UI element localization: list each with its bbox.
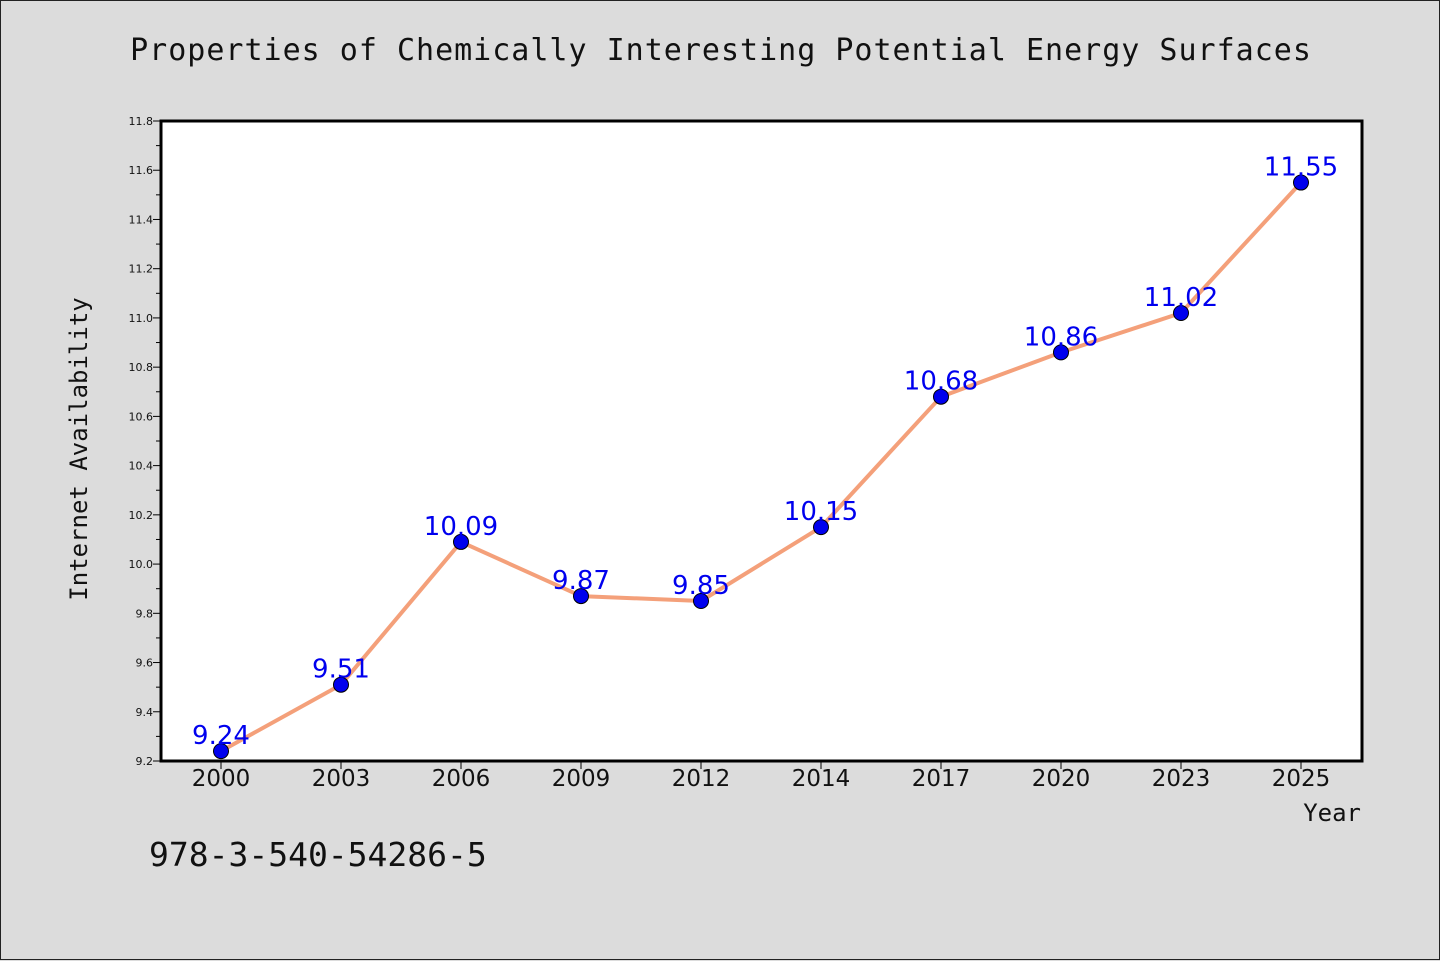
x-tick-label: 2025 bbox=[1272, 766, 1331, 792]
y-tick-label: 9.8 bbox=[136, 607, 154, 620]
data-point bbox=[693, 593, 709, 609]
data-label: 9.51 bbox=[312, 655, 370, 685]
x-tick-label: 2017 bbox=[912, 766, 971, 792]
data-label: 10.09 bbox=[424, 512, 498, 542]
x-tick-label: 2020 bbox=[1032, 766, 1091, 792]
y-tick-label: 11.0 bbox=[129, 312, 154, 325]
data-label: 9.24 bbox=[192, 721, 250, 751]
data-label: 10.68 bbox=[904, 367, 978, 397]
data-point bbox=[1053, 344, 1069, 361]
x-axis: 2000 2003 2006 2009 2012 2014 2017 2020 2023 2025 bbox=[192, 761, 1331, 792]
data-points bbox=[213, 174, 1309, 760]
data-point bbox=[813, 519, 829, 536]
data-point bbox=[933, 388, 949, 405]
y-tick-label: 9.2 bbox=[136, 755, 154, 768]
data-label: 11.55 bbox=[1264, 153, 1338, 183]
data-label: 10.86 bbox=[1024, 322, 1098, 352]
x-tick-label: 2014 bbox=[792, 766, 851, 792]
y-tick-label: 9.6 bbox=[136, 657, 154, 670]
data-point bbox=[333, 676, 349, 693]
y-tick-label: 10.4 bbox=[129, 460, 154, 473]
data-label: 11.02 bbox=[1144, 283, 1218, 313]
data-label: 9.87 bbox=[552, 566, 610, 596]
data-point bbox=[1173, 305, 1189, 321]
plot-area bbox=[159, 119, 1364, 763]
x-tick-label: 2000 bbox=[192, 766, 251, 792]
data-label: 9.85 bbox=[672, 571, 730, 601]
x-tick-label: 2009 bbox=[552, 766, 611, 792]
x-tick-label: 2012 bbox=[672, 766, 731, 792]
y-tick-label: 10.2 bbox=[129, 509, 154, 522]
series-line-group bbox=[219, 180, 1303, 754]
y-tick-label: 11.4 bbox=[129, 213, 154, 226]
data-labels: 9.24 9.51 10.09 9.87 9.85 10.15 10.68 10.86 11.0… bbox=[192, 153, 1338, 752]
chart-title: Properties of Chemically Interesting Pot… bbox=[130, 33, 1312, 68]
x-tick-label: 2003 bbox=[312, 766, 371, 792]
y-tick-label: 10.8 bbox=[129, 361, 154, 374]
y-tick-label: 10.0 bbox=[129, 558, 154, 571]
y-tick-label: 9.4 bbox=[136, 706, 154, 719]
y-tick-label: 11.2 bbox=[129, 263, 154, 276]
x-axis-label: Year bbox=[1303, 799, 1361, 827]
data-point bbox=[1293, 174, 1309, 191]
y-tick-label: 11.8 bbox=[129, 115, 154, 128]
x-tick-label: 2023 bbox=[1152, 766, 1211, 792]
data-point bbox=[213, 743, 229, 760]
data-point bbox=[573, 588, 589, 605]
y-tick-label: 11.6 bbox=[129, 164, 154, 177]
y-tick-label: 10.6 bbox=[129, 410, 154, 423]
footer-code: 978-3-540-54286-5 bbox=[149, 835, 487, 874]
series-line bbox=[219, 180, 1303, 754]
data-label: 10.15 bbox=[784, 497, 858, 527]
data-point bbox=[453, 533, 469, 550]
y-axis: 9.2 9.4 9.6 9.8 10.0 10.2 10.4 10.6 10.8 11.0 11.2… bbox=[129, 115, 161, 768]
y-axis-label: Internet Availability bbox=[65, 297, 93, 600]
x-tick-label: 2006 bbox=[432, 766, 491, 792]
